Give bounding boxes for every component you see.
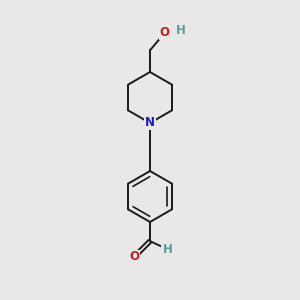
Text: H: H — [176, 24, 185, 37]
Text: N: N — [145, 116, 155, 130]
Text: H: H — [162, 243, 172, 256]
Text: O: O — [129, 250, 139, 263]
Text: O: O — [160, 26, 170, 39]
